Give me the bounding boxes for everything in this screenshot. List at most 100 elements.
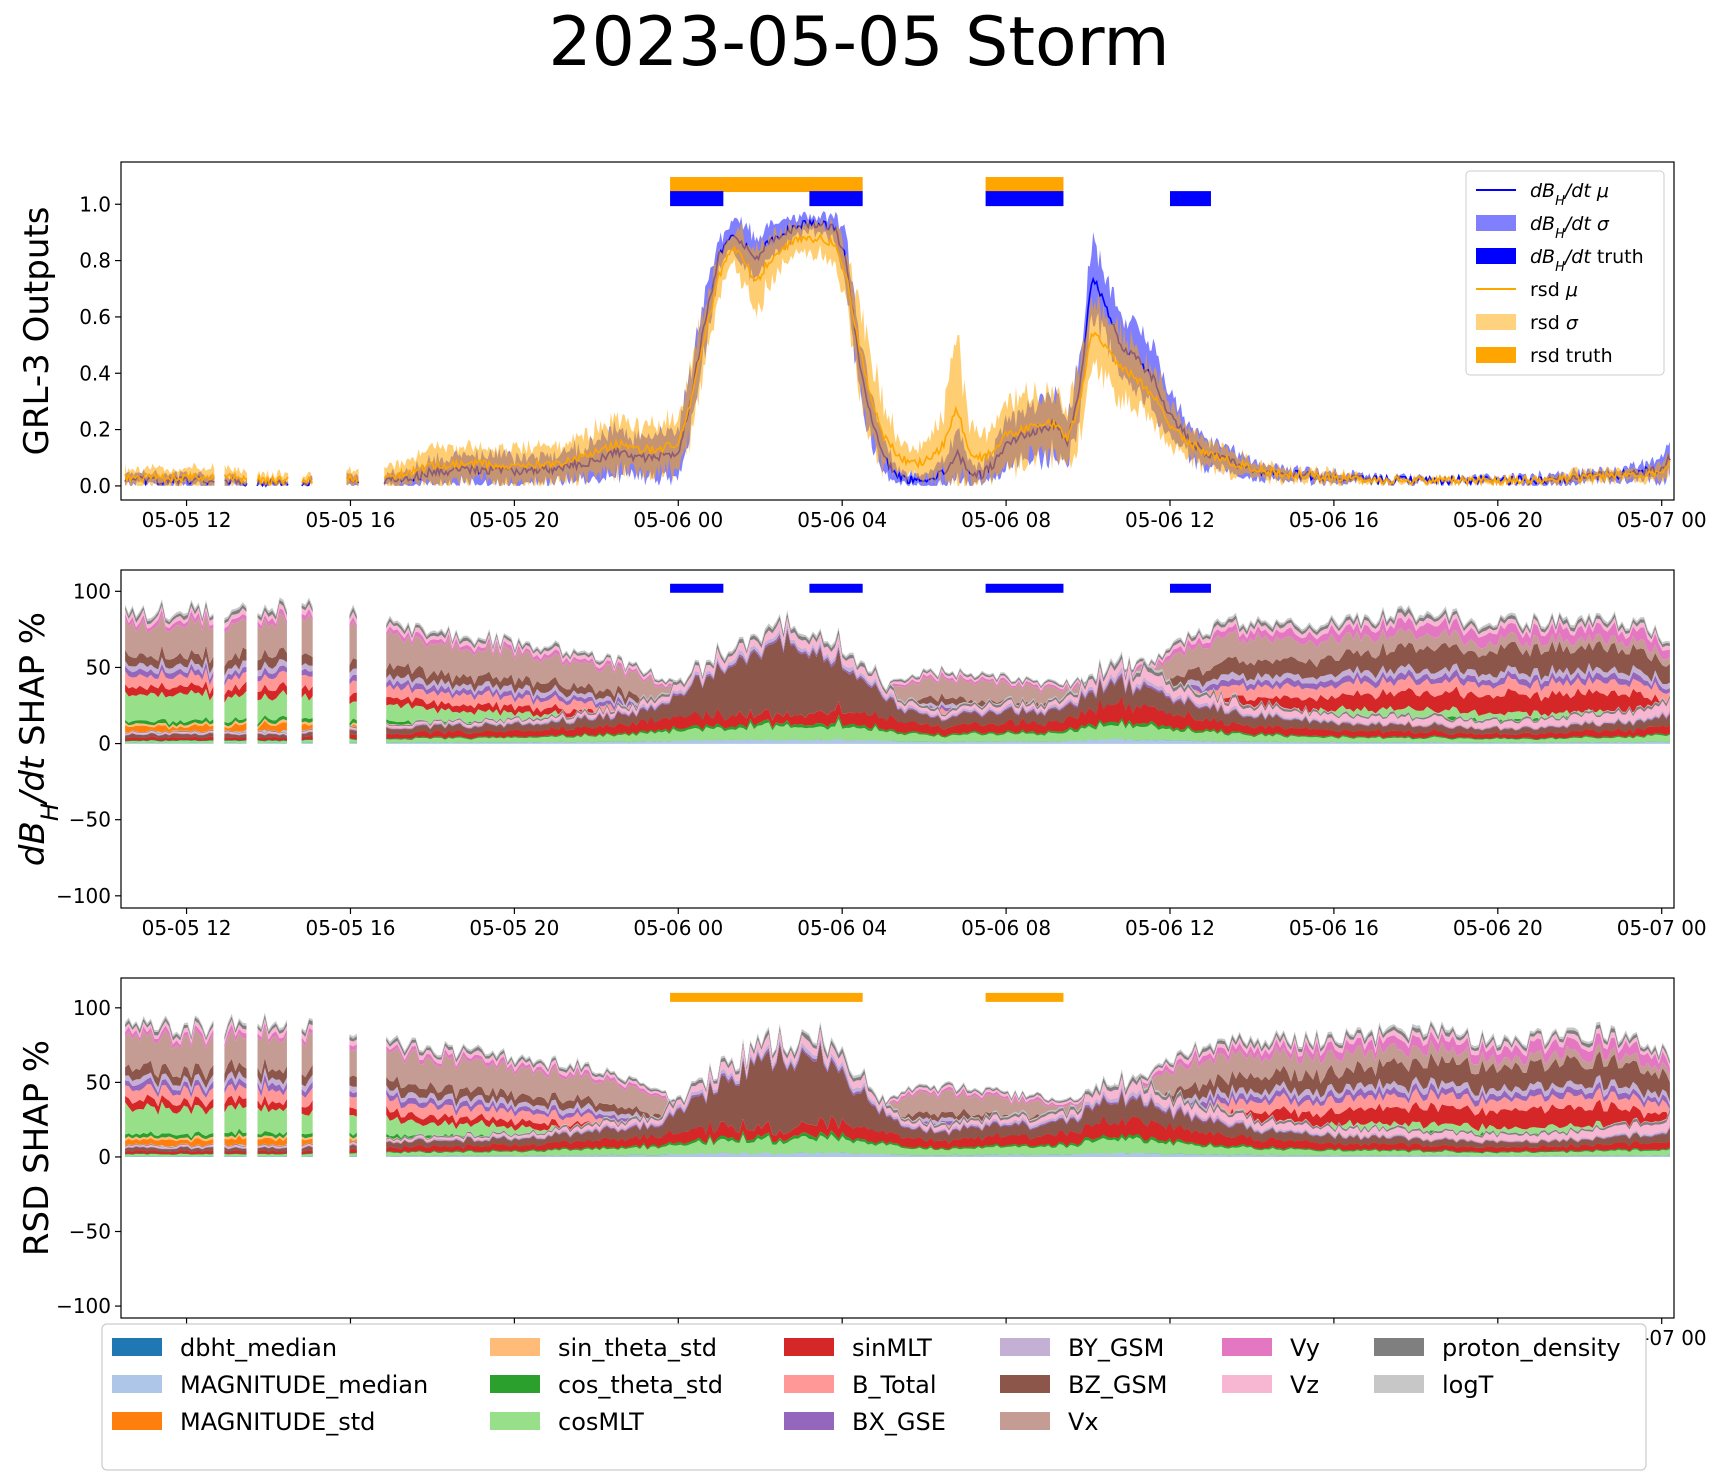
legend-swatch <box>1476 347 1516 363</box>
shap-area-cosMLT-positive <box>125 1153 214 1157</box>
x-tick-label: 05-05 20 <box>469 916 559 940</box>
shap-area-BX_GSE-positive <box>301 731 313 734</box>
shap-area-cosMLT-negative <box>349 1115 357 1136</box>
shap-area-cos_theta_std-positive <box>125 1152 214 1155</box>
legend-label: BX_GSE <box>852 1408 946 1436</box>
shap-area-BZ_GSM-positive <box>386 630 1670 736</box>
shap-area-BZ_GSM-negative <box>257 647 287 671</box>
shap-area-BZ_GSM-negative <box>301 1064 313 1087</box>
shap-area-cos_theta_std-negative <box>125 716 214 728</box>
shap-area-BX_GSE-positive <box>224 1146 247 1150</box>
legend-item-dbht_median: dbht_median <box>112 1334 337 1362</box>
shap-area-logT-negative <box>257 597 287 618</box>
shap-area-BX_GSE-positive <box>349 729 357 732</box>
shap-area-BZ_GSM-negative <box>386 1051 1670 1152</box>
x-tick-label: 05-06 00 <box>633 916 723 940</box>
legend-item-sinMLT: sinMLT <box>784 1334 932 1362</box>
shap-area-BY_GSM-positive <box>301 730 313 734</box>
shap-area-BY_GSM-negative <box>224 660 247 682</box>
shap-area-BZ_GSM-negative <box>349 658 357 674</box>
shap-area-cos_theta_std-positive <box>224 1153 247 1155</box>
shap-area-logT-positive <box>349 1140 357 1143</box>
shap-area-sinMLT-positive <box>386 1115 1670 1153</box>
legend-swatch <box>490 1375 540 1393</box>
y-axis-label: dBH/dt SHAP % <box>13 612 64 866</box>
y-tick-label: 50 <box>86 655 111 679</box>
shap-area-cos_theta_std-negative <box>349 1132 357 1139</box>
shap-area-BZ_GSM-positive <box>301 1146 313 1152</box>
shap-area-Vx-negative <box>349 1048 357 1078</box>
shap-area-sinMLT-negative <box>224 681 247 703</box>
shap-area-BZ_GSM-positive <box>257 1146 287 1152</box>
shap-area-sinMLT-positive <box>301 735 313 741</box>
axes-frame <box>120 569 1675 909</box>
shap-area-MAGNITUDE_median-positive <box>386 738 1670 744</box>
shap-area-logT-positive <box>349 725 357 728</box>
legend-item-sin_theta_std: sin_theta_std <box>490 1334 717 1362</box>
shap-area-BZ_GSM-negative <box>257 1057 287 1085</box>
shap-area-Vx-negative <box>257 613 287 661</box>
shap-area-Vz-negative <box>257 1018 287 1040</box>
shap-area-sinMLT-negative <box>257 681 287 701</box>
legend-swatch <box>112 1375 162 1393</box>
truth-bar <box>985 191 1064 207</box>
shap-area-BZ_GSM-positive <box>224 1147 247 1152</box>
legend-item-Vy: Vy <box>1222 1334 1320 1362</box>
shap-area-BZ_GSM-negative <box>125 1060 214 1089</box>
shap-area-BZ_GSM-positive <box>301 732 313 738</box>
shap-area-cos_theta_std-positive <box>224 739 247 742</box>
shap-area-B_Total-negative <box>257 1081 287 1106</box>
mean-line <box>256 473 289 487</box>
shap-area-B_Total-negative <box>349 1096 357 1110</box>
shap-area-BZ_GSM-positive <box>386 1042 1670 1150</box>
shap-area-sinMLT-negative <box>386 1099 1670 1154</box>
shap-area-cosMLT-negative <box>224 1102 247 1136</box>
shap-area-proton_density-positive <box>125 730 214 734</box>
y-tick-label: 50 <box>86 1070 111 1094</box>
shap-area-proton_density-positive <box>224 1143 247 1148</box>
x-tick-label: 05-06 08 <box>961 508 1051 532</box>
shap-area-Vy-negative <box>301 608 313 622</box>
shap-area-cosMLT-negative <box>301 693 313 719</box>
shap-area-cos_theta_std-positive <box>257 739 287 742</box>
shap-area-cos_theta_std-positive <box>125 739 214 742</box>
shap-area-logT-positive <box>386 1021 1670 1141</box>
truth-bar <box>670 177 814 193</box>
shap-area-sin_theta_std-negative <box>349 722 357 729</box>
shap-area-proton_density-negative <box>349 607 357 620</box>
legend-label: cos_theta_std <box>558 1371 723 1399</box>
y-tick-label: −100 <box>56 1294 111 1318</box>
shap-area-BX_GSE-positive <box>257 733 287 736</box>
shap-area-Vx-negative <box>125 1028 214 1080</box>
shap-area-Vy-negative <box>224 1024 247 1049</box>
shap-area-BX_GSE-positive <box>349 1144 357 1147</box>
legend-label: Vx <box>1068 1408 1099 1436</box>
legend-swatch <box>112 1412 162 1430</box>
shap-area-Vz-positive <box>301 1143 313 1149</box>
shap-area-BY_GSM-negative <box>125 656 214 680</box>
shap-area-cosMLT-negative <box>301 1109 313 1135</box>
legend-item-logT: logT <box>1374 1371 1494 1399</box>
shap-area-MAGNITUDE_median-positive <box>125 742 214 744</box>
shap-area-logT-positive <box>301 728 313 731</box>
shap-area-sin_theta_std-negative <box>257 718 287 730</box>
shap-area-MAGNITUDE_median-positive <box>301 742 313 744</box>
shap-area-MAGNITUDE_std-negative <box>224 1135 247 1147</box>
legend-label: rsd σ <box>1530 312 1579 334</box>
shap-area-logT-negative <box>349 1033 357 1039</box>
y-tick-label: 0.6 <box>79 305 111 329</box>
legend-swatch <box>1222 1338 1272 1356</box>
y-tick-label: 100 <box>73 996 111 1020</box>
shap-area-cos_theta_std-negative <box>224 1128 247 1138</box>
legend-label: Vy <box>1290 1334 1320 1362</box>
shap-area-MAGNITUDE_median-positive <box>386 1151 1670 1157</box>
shap-area-BY_GSM-negative <box>301 663 313 672</box>
shap-area-MAGNITUDE_median-positive <box>125 1156 214 1157</box>
shap-area-sin_theta_std-negative <box>224 720 247 729</box>
shap-area-logT-negative <box>301 1017 313 1034</box>
shap-area-logT-negative <box>224 602 247 621</box>
shap-area-cosMLT-positive <box>386 1134 1670 1157</box>
shap-area-proton_density-negative <box>349 1036 357 1042</box>
legend-item-MAGNITUDE_median: MAGNITUDE_median <box>112 1371 428 1399</box>
